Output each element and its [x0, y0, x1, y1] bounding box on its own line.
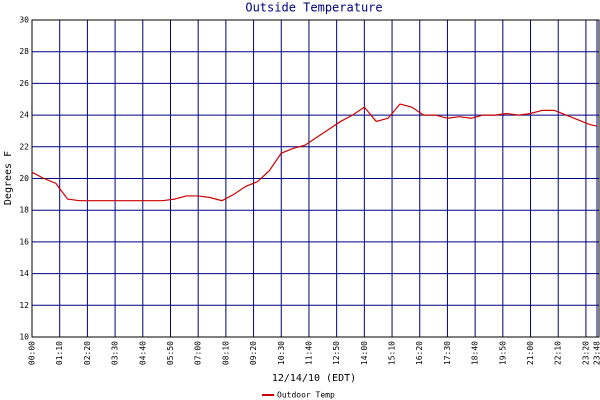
- x-tick-label: 19:50: [498, 341, 507, 365]
- y-tick-label: 18: [19, 206, 29, 215]
- plot-border: [31, 19, 600, 338]
- x-tick-label: 00:00: [28, 341, 37, 365]
- x-tick-label: 04:40: [138, 341, 147, 365]
- x-tick-label: 21:00: [526, 341, 535, 365]
- x-tick-label: 07:00: [194, 341, 203, 365]
- y-tick-label: 12: [19, 301, 29, 310]
- x-tick-label: 09:20: [249, 341, 258, 365]
- x-tick-label: 15:10: [388, 341, 397, 365]
- y-tick-label: 22: [19, 142, 29, 151]
- x-tick-label: 11:40: [304, 341, 313, 365]
- y-tick-label: 26: [19, 79, 29, 88]
- x-tick-label: 03:30: [111, 341, 120, 365]
- y-axis-label: Degrees F: [3, 151, 14, 205]
- x-tick-label: 16:20: [415, 341, 424, 365]
- x-tick-label: 01:10: [55, 341, 64, 365]
- x-tick-label: 23:20: [581, 341, 590, 365]
- x-tick-label: 10:30: [277, 341, 286, 365]
- y-tick-label: 14: [19, 269, 29, 278]
- y-tick-label: 20: [19, 174, 29, 183]
- x-tick-label: 02:20: [83, 341, 92, 365]
- x-tick-label: 18:40: [471, 341, 480, 365]
- x-tick-label: 22:10: [554, 341, 563, 365]
- legend-label: Outdoor Temp: [277, 391, 335, 400]
- chart-title: Outside Temperature: [245, 1, 382, 15]
- data-line: [31, 103, 598, 202]
- x-tick-label: 12:50: [332, 341, 341, 365]
- x-tick-label: 23:48: [593, 341, 600, 365]
- x-tick-label: 08:10: [221, 341, 230, 365]
- y-tick-label: 16: [19, 237, 29, 246]
- x-tick-label: 05:50: [166, 341, 175, 365]
- x-tick-label: 14:00: [360, 341, 369, 365]
- x-axis-label: 12/14/10 (EDT): [272, 373, 356, 384]
- y-tick-label: 24: [19, 111, 29, 120]
- x-tick-label: 17:30: [443, 341, 452, 365]
- y-tick-label: 10: [19, 333, 29, 342]
- y-tick-label: 30: [19, 16, 29, 25]
- y-tick-label: 28: [19, 47, 29, 56]
